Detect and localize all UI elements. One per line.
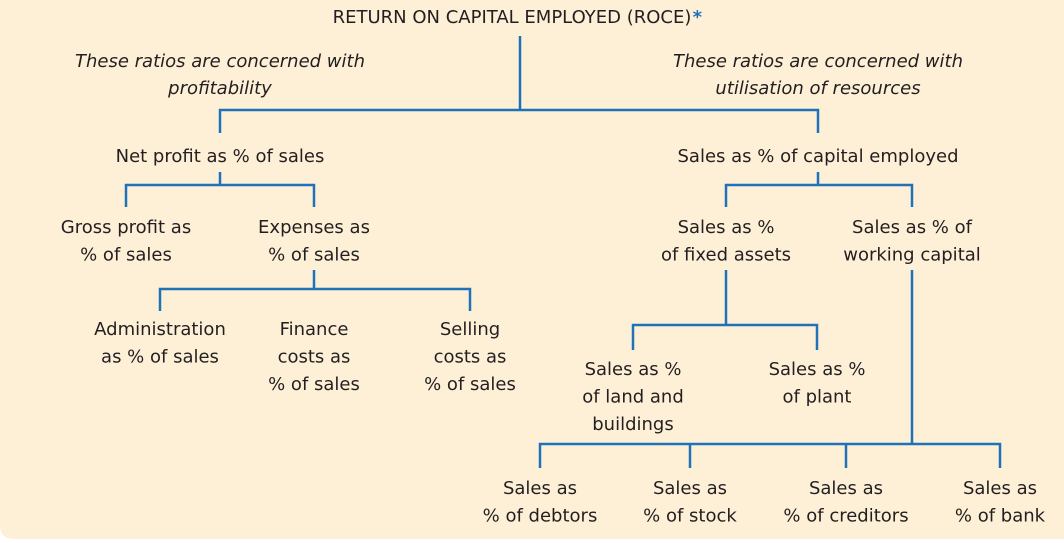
node-label: of fixed assets: [661, 245, 791, 266]
node-label: of land and: [582, 387, 684, 408]
note: profitability: [167, 78, 272, 99]
node-label: of plant: [783, 387, 852, 408]
node-label: Sales as %: [678, 217, 775, 238]
node-label: % of sales: [80, 245, 172, 266]
title: RETURN ON CAPITAL EMPLOYED (ROCE): [333, 7, 692, 28]
connector: [631, 270, 819, 350]
node-label: % of bank: [955, 506, 1046, 527]
node-label: Sales as % of capital employed: [677, 146, 958, 167]
connector: [158, 270, 472, 311]
title-marker: *: [693, 7, 703, 28]
node-label: Sales as: [503, 478, 577, 499]
node-label: % of stock: [643, 506, 737, 527]
connector: [218, 36, 820, 133]
connector: [724, 172, 914, 207]
node-label: % of debtors: [483, 506, 598, 527]
node-label: Sales as % of: [852, 217, 973, 238]
node-label: costs as: [434, 347, 507, 368]
node-label: Sales as: [963, 478, 1037, 499]
connector: [124, 172, 316, 207]
note: These ratios are concerned with: [673, 51, 963, 72]
node-label: Sales as: [653, 478, 727, 499]
node-label: working capital: [843, 245, 981, 266]
node-label: Sales as %: [585, 359, 682, 380]
node-label: as % of sales: [101, 347, 219, 368]
node-label: % of sales: [268, 374, 360, 395]
node-label: Gross profit as: [61, 217, 191, 238]
node-label: % of sales: [268, 245, 360, 266]
node-label: Sales as %: [769, 359, 866, 380]
note: These ratios are concerned with: [75, 51, 365, 72]
node-label: Finance: [280, 319, 349, 340]
node-label: Sales as: [809, 478, 883, 499]
connectors: [124, 36, 1002, 468]
node-label: buildings: [592, 414, 673, 435]
note: utilisation of resources: [715, 78, 920, 99]
node-label: costs as: [278, 347, 351, 368]
node-label: Net profit as % of sales: [116, 146, 325, 167]
node-label: Expenses as: [258, 217, 370, 238]
node-label: % of creditors: [783, 506, 908, 527]
node-label: Administration: [94, 319, 226, 340]
connector: [538, 270, 1002, 468]
labels: RETURN ON CAPITAL EMPLOYED (ROCE) * These …: [61, 7, 1046, 527]
node-label: % of sales: [424, 374, 516, 395]
node-label: Selling: [440, 319, 500, 340]
